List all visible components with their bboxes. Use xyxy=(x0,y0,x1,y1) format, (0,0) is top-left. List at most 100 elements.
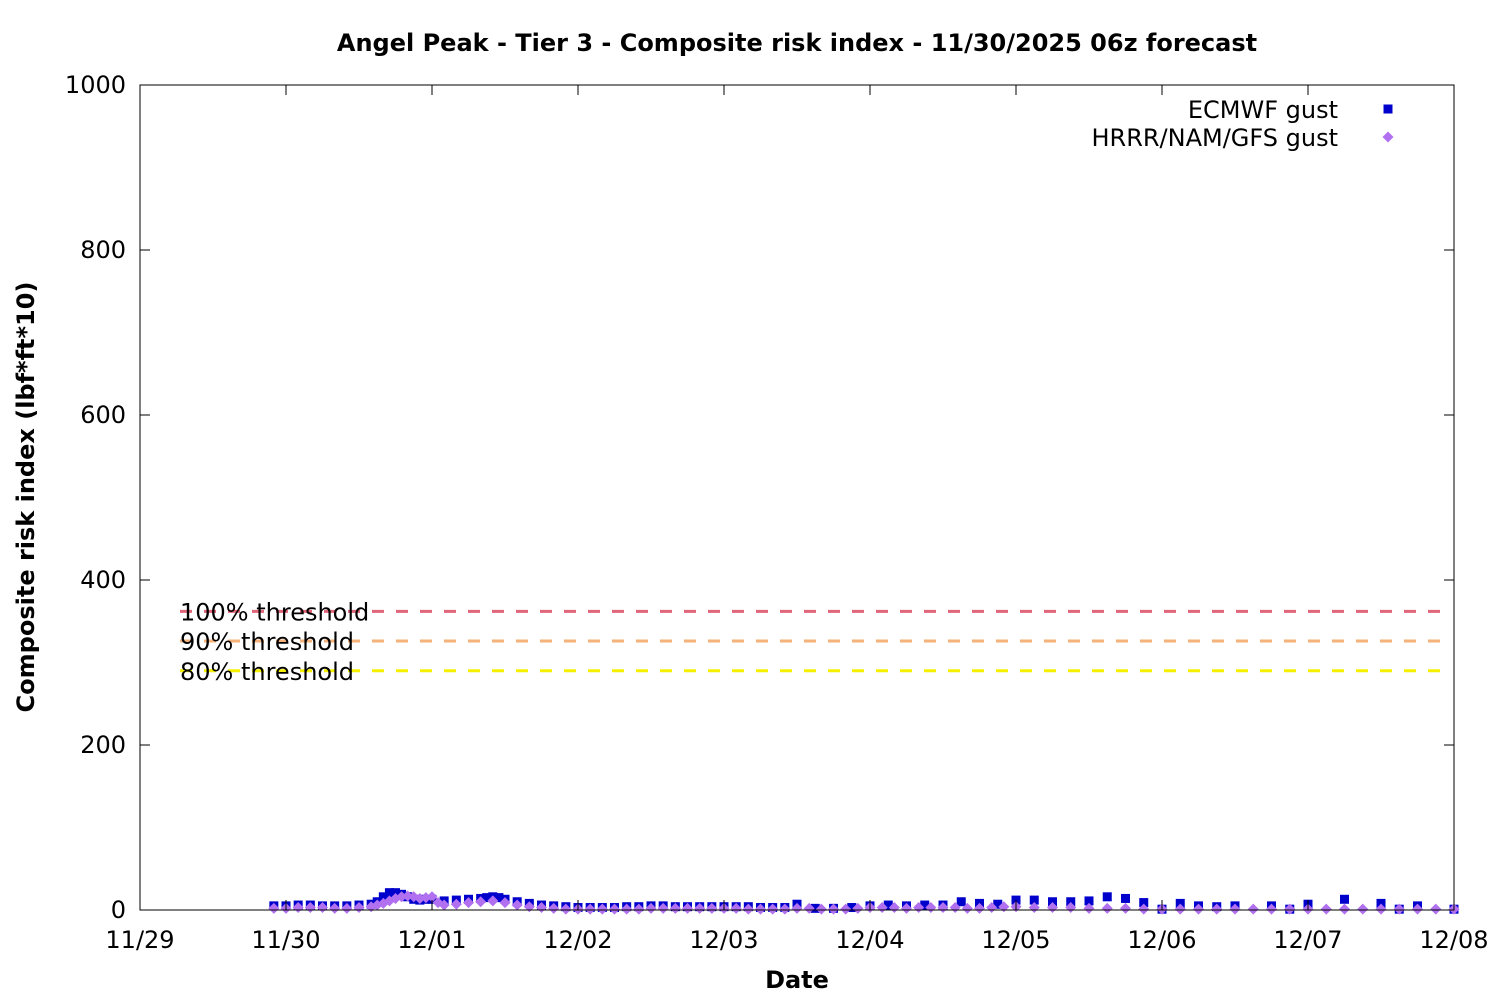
ecmwf-point xyxy=(1066,897,1076,907)
x-tick-label: 12/05 xyxy=(981,926,1050,954)
hrrr-point xyxy=(609,903,620,915)
hrrr-point xyxy=(961,902,973,914)
hrrr-point xyxy=(669,902,681,914)
hrrr-point xyxy=(1375,903,1387,915)
x-tick-label: 12/08 xyxy=(1419,926,1488,954)
hrrr-point xyxy=(1339,903,1350,915)
y-tick-label: 600 xyxy=(80,401,126,429)
hrrr-point xyxy=(1320,903,1332,915)
x-tick-label: 12/01 xyxy=(397,926,466,954)
y-tick-label: 400 xyxy=(80,566,126,594)
hrrr-point xyxy=(1211,903,1223,915)
hrrr-point xyxy=(755,903,766,915)
ecmwf-point xyxy=(1048,897,1057,907)
hrrr-point xyxy=(1120,902,1131,914)
ecmwf-point xyxy=(1121,893,1130,903)
hrrr-point xyxy=(268,902,280,914)
hrrr-point xyxy=(1247,903,1259,915)
y-tick-label: 1000 xyxy=(65,71,126,99)
hrrr-point xyxy=(645,902,657,914)
hrrr-point xyxy=(974,902,985,914)
y-tick-label: 200 xyxy=(80,731,126,759)
hrrr-point xyxy=(1412,903,1423,915)
x-tick-label: 12/04 xyxy=(835,926,904,954)
hrrr-point xyxy=(1430,903,1442,915)
hrrr-point xyxy=(1229,903,1241,915)
x-tick-label: 12/02 xyxy=(543,926,612,954)
hrrr-point xyxy=(730,902,742,914)
ecmwf-point xyxy=(883,900,893,910)
x-tick-label: 12/03 xyxy=(689,926,758,954)
hrrr-point xyxy=(815,903,827,915)
hrrr-point xyxy=(438,899,450,911)
ecmwf-point xyxy=(920,900,930,910)
hrrr-point xyxy=(706,902,718,914)
ecmwf-point xyxy=(847,903,857,913)
hrrr-point xyxy=(998,901,1010,913)
hrrr-point xyxy=(463,897,474,909)
hrrr-point xyxy=(803,902,815,914)
hrrr-point xyxy=(475,896,487,908)
ecmwf-point xyxy=(1084,896,1094,906)
hrrr-point xyxy=(621,903,633,915)
x-tick-label: 12/07 xyxy=(1273,926,1342,954)
hrrr-point xyxy=(560,903,572,915)
ecmwf-point xyxy=(494,893,504,903)
hrrr-point xyxy=(742,903,754,915)
x-tick-label: 11/30 xyxy=(251,926,320,954)
ecmwf-point xyxy=(1340,894,1349,904)
hrrr-point xyxy=(779,903,791,915)
ticks-layer: 0 200 400 600 800 1000 11/29 11/30 12/01 12/02 12/… xyxy=(65,71,1489,954)
hrrr-point xyxy=(767,903,779,915)
legend-marker-square xyxy=(1383,104,1393,114)
legend-label: HRRR/NAM/GFS gust xyxy=(1091,124,1338,152)
hrrr-point xyxy=(657,902,669,914)
y-tick-label: 0 xyxy=(111,896,126,924)
legend-marker-diamond xyxy=(1382,131,1394,143)
ecmwf-point xyxy=(482,893,492,903)
hrrr-point xyxy=(487,895,499,907)
chart-title: Angel Peak - Tier 3 - Composite risk ind… xyxy=(337,29,1257,57)
ecmwf-point xyxy=(1376,898,1386,908)
hrrr-point xyxy=(426,891,438,903)
plot-frame xyxy=(139,84,1455,911)
ecmwf-point xyxy=(391,888,400,898)
x-tick-label: 11/29 xyxy=(105,926,174,954)
hrrr-point xyxy=(584,903,596,915)
hrrr-point xyxy=(901,902,912,914)
series-layer xyxy=(268,888,1460,915)
ecmwf-point xyxy=(384,888,394,898)
ecmwf-point xyxy=(956,897,966,907)
hrrr-point xyxy=(1138,903,1150,915)
threshold-label: 100% threshold xyxy=(180,598,369,626)
y-axis-label: Composite risk index (lbf*ft*10) xyxy=(12,282,40,713)
hrrr-point xyxy=(1357,903,1369,915)
ecmwf-point xyxy=(1102,892,1112,902)
hrrr-point xyxy=(840,903,852,915)
threshold-label: 90% threshold xyxy=(180,628,354,656)
hrrr-point xyxy=(596,903,608,915)
threshold-lines xyxy=(180,609,1444,673)
hrrr-point xyxy=(633,903,645,915)
hrrr-point xyxy=(548,902,560,914)
ecmwf-point xyxy=(810,903,820,913)
hrrr-point xyxy=(1393,903,1405,915)
ecmwf-point xyxy=(1139,898,1149,908)
ecmwf-point xyxy=(993,899,1003,909)
hrrr-point xyxy=(1083,902,1095,914)
hrrr-point xyxy=(511,899,523,911)
ecmwf-point xyxy=(1175,898,1185,908)
hrrr-point xyxy=(852,902,864,914)
ecmwf-point xyxy=(378,892,388,902)
hrrr-point xyxy=(828,903,839,915)
threshold-label: 80% threshold xyxy=(180,658,354,686)
hrrr-point xyxy=(682,902,693,914)
hrrr-point xyxy=(791,902,803,914)
hrrr-point xyxy=(341,902,353,914)
hrrr-point xyxy=(1174,903,1186,915)
ecmwf-point xyxy=(1029,895,1039,905)
hrrr-point xyxy=(499,897,511,909)
series-1 xyxy=(268,890,1460,915)
